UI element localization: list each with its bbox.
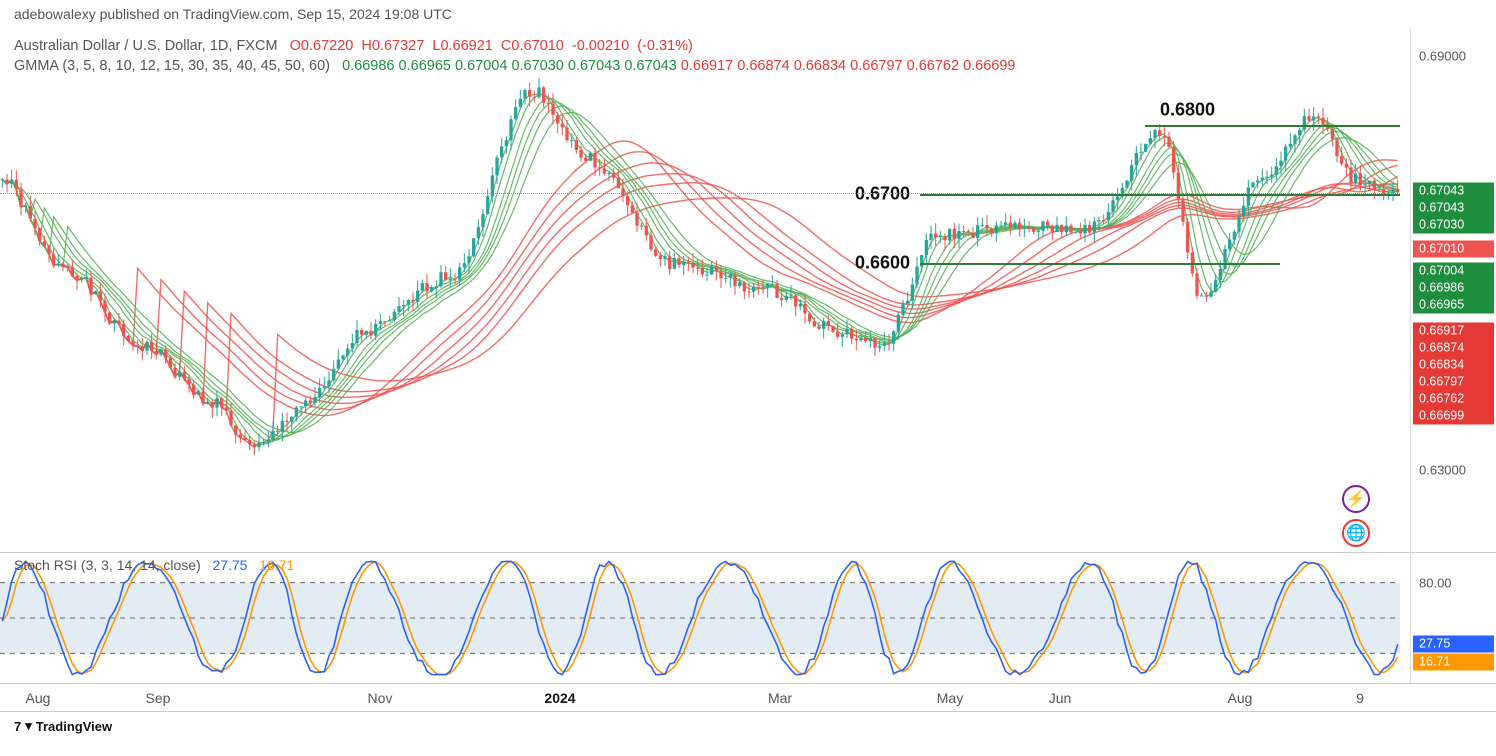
time-tick: Aug bbox=[26, 690, 51, 706]
hline-label: 0.6600 bbox=[855, 252, 910, 273]
gmma-long-val: 0.66699 bbox=[963, 58, 1015, 74]
time-tick: Nov bbox=[368, 690, 393, 706]
price-tag: 0.66986 bbox=[1413, 279, 1494, 296]
publish-header: adebowalexy published on TradingView.com… bbox=[0, 0, 1496, 28]
price-tag: 0.66797 bbox=[1413, 373, 1494, 390]
gmma-label: GMMA (3, 5, 8, 10, 12, 15, 30, 35, 40, 4… bbox=[14, 58, 330, 74]
gmma-long-val: 0.66834 bbox=[794, 58, 850, 74]
chart-canvas[interactable]: 0.68000.67000.6600 ⚡ 🌐 bbox=[0, 28, 1400, 553]
price-tick: 0.69000 bbox=[1419, 48, 1466, 63]
stoch-k-value: 27.75 bbox=[212, 557, 247, 573]
gmma-long-val: 0.66874 bbox=[737, 58, 793, 74]
stoch-d-tag: 16.71 bbox=[1413, 654, 1494, 671]
time-tick: 9 bbox=[1356, 690, 1364, 706]
ohlc-change-pct: (-0.31%) bbox=[637, 38, 693, 54]
stoch-label: Stoch RSI (3, 3, 14, 14, close) bbox=[14, 557, 201, 573]
time-tick: Aug bbox=[1228, 690, 1253, 706]
ohlc-close: 0.67010 bbox=[511, 38, 563, 54]
price-tag: 0.66874 bbox=[1413, 339, 1494, 356]
price-tag: 0.67043 bbox=[1413, 199, 1494, 216]
gmma-short-val: 0.66986 bbox=[342, 58, 398, 74]
symbol-row: Australian Dollar / U.S. Dollar, 1D, FXC… bbox=[14, 38, 1015, 54]
last-close-line bbox=[0, 193, 1400, 194]
gmma-short-val: 0.67030 bbox=[511, 58, 567, 74]
time-tick: Jun bbox=[1049, 690, 1072, 706]
time-axis: Aug Sep Nov 2024 Mar May Jun Aug 9 bbox=[0, 683, 1496, 711]
gmma-short-val: 0.67043 bbox=[568, 58, 624, 74]
price-tag: 0.67010 bbox=[1413, 240, 1494, 257]
stoch-panel[interactable]: Stoch RSI (3, 3, 14, 14, close) 27.75 16… bbox=[0, 553, 1496, 683]
time-tick: 2024 bbox=[544, 690, 575, 706]
stoch-k-tag: 27.75 bbox=[1413, 636, 1494, 653]
gmma-short-val: 0.66965 bbox=[399, 58, 455, 74]
gmma-row: GMMA (3, 5, 8, 10, 12, 15, 30, 35, 40, 4… bbox=[14, 58, 1015, 74]
chart-legend: Australian Dollar / U.S. Dollar, 1D, FXC… bbox=[14, 38, 1015, 78]
ohlc-change: -0.00210 bbox=[572, 38, 629, 54]
stoch-d-value: 16.71 bbox=[259, 557, 294, 573]
footer: 7 ▾ TradingView bbox=[0, 711, 1496, 740]
price-axis: 0.690000.640000.630000.670430.670430.670… bbox=[1410, 28, 1496, 553]
stoch-axis: 80.00 27.7516.71 bbox=[1410, 553, 1496, 683]
time-tick: May bbox=[937, 690, 963, 706]
footer-text: TradingView bbox=[36, 719, 112, 734]
price-tag: 0.66965 bbox=[1413, 296, 1494, 313]
symbol-interval: 1D bbox=[210, 38, 229, 54]
stoch-legend: Stoch RSI (3, 3, 14, 14, close) 27.75 16… bbox=[14, 557, 294, 573]
time-tick: Sep bbox=[146, 690, 171, 706]
stoch-tick: 80.00 bbox=[1419, 575, 1452, 590]
price-tag: 0.66834 bbox=[1413, 356, 1494, 373]
gmma-short-val: 0.67043 bbox=[624, 58, 680, 74]
price-tag: 0.67030 bbox=[1413, 216, 1494, 233]
gmma-long-val: 0.66762 bbox=[907, 58, 963, 74]
main-chart[interactable]: Australian Dollar / U.S. Dollar, 1D, FXC… bbox=[0, 28, 1496, 553]
horizontal-line[interactable] bbox=[920, 263, 1280, 265]
symbol-exchange: FXCM bbox=[236, 38, 277, 54]
ohlc-low: 0.66921 bbox=[440, 38, 492, 54]
time-tick: Mar bbox=[768, 690, 792, 706]
price-tag: 0.66699 bbox=[1413, 407, 1494, 424]
tradingview-logo-icon: 7 bbox=[14, 719, 21, 734]
price-tag: 0.67004 bbox=[1413, 262, 1494, 279]
globe-icon[interactable]: 🌐 bbox=[1342, 519, 1370, 547]
price-tag: 0.66917 bbox=[1413, 322, 1494, 339]
flash-icon[interactable]: ⚡ bbox=[1342, 485, 1370, 513]
price-tick: 0.63000 bbox=[1419, 463, 1466, 478]
ohlc-open: 0.67220 bbox=[301, 38, 353, 54]
price-tag: 0.66762 bbox=[1413, 390, 1494, 407]
gmma-long-val: 0.66917 bbox=[681, 58, 737, 74]
gmma-short-val: 0.67004 bbox=[455, 58, 511, 74]
publish-text: adebowalexy published on TradingView.com… bbox=[14, 6, 452, 22]
price-tag: 0.67043 bbox=[1413, 182, 1494, 199]
ohlc-high: 0.67327 bbox=[372, 38, 424, 54]
symbol-name: Australian Dollar / U.S. Dollar bbox=[14, 38, 202, 54]
hline-label: 0.6800 bbox=[1160, 99, 1215, 120]
horizontal-line[interactable] bbox=[1145, 125, 1400, 127]
gmma-long-val: 0.66797 bbox=[850, 58, 906, 74]
tradingview-logo-icon2: ▾ bbox=[25, 718, 32, 734]
